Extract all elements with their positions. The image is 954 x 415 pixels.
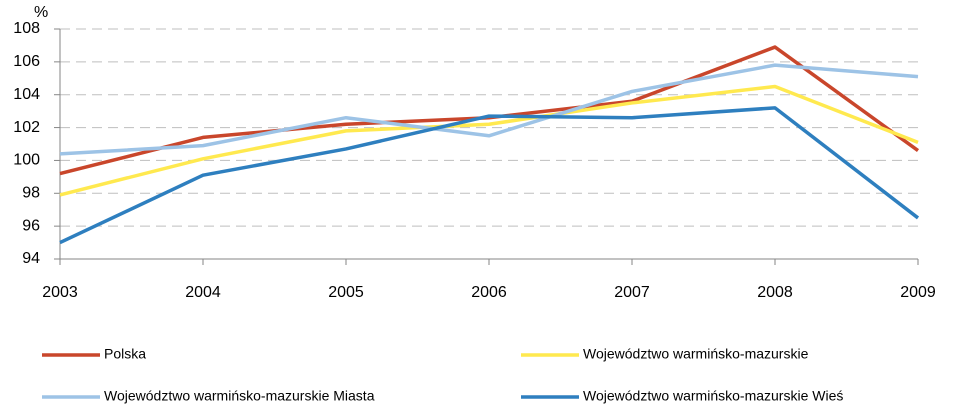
series-line <box>59 63 919 156</box>
series-line <box>59 84 919 197</box>
legend-label: Województwo warmińsko-mazurskie Miasta <box>104 388 375 404</box>
x-tick-label: 2006 <box>471 284 507 301</box>
y-tick-label: 94 <box>22 250 40 267</box>
x-tick-label: 2004 <box>185 284 221 301</box>
legend-label: Województwo warmińsko-mazurskie <box>583 346 809 362</box>
y-unit: % <box>34 4 48 21</box>
y-tick-label: 100 <box>13 152 40 169</box>
y-tick-label: 106 <box>13 53 40 70</box>
y-tick-label: 98 <box>22 185 40 202</box>
y-tick-label: 104 <box>13 86 40 103</box>
legend-label: Województwo warmińsko-mazurskie Wieś <box>583 388 843 404</box>
x-tick-label: 2008 <box>757 284 793 301</box>
x-tick-label: 2003 <box>42 284 78 301</box>
legend-label: Polska <box>104 346 146 362</box>
y-tick-label: 96 <box>22 217 40 234</box>
series-line <box>59 106 920 245</box>
y-tick-label: 108 <box>13 20 40 37</box>
x-tick-label: 2009 <box>900 284 936 301</box>
y-tick-label: 102 <box>13 119 40 136</box>
x-tick-label: 2005 <box>328 284 364 301</box>
x-tick-label: 2007 <box>614 284 650 301</box>
